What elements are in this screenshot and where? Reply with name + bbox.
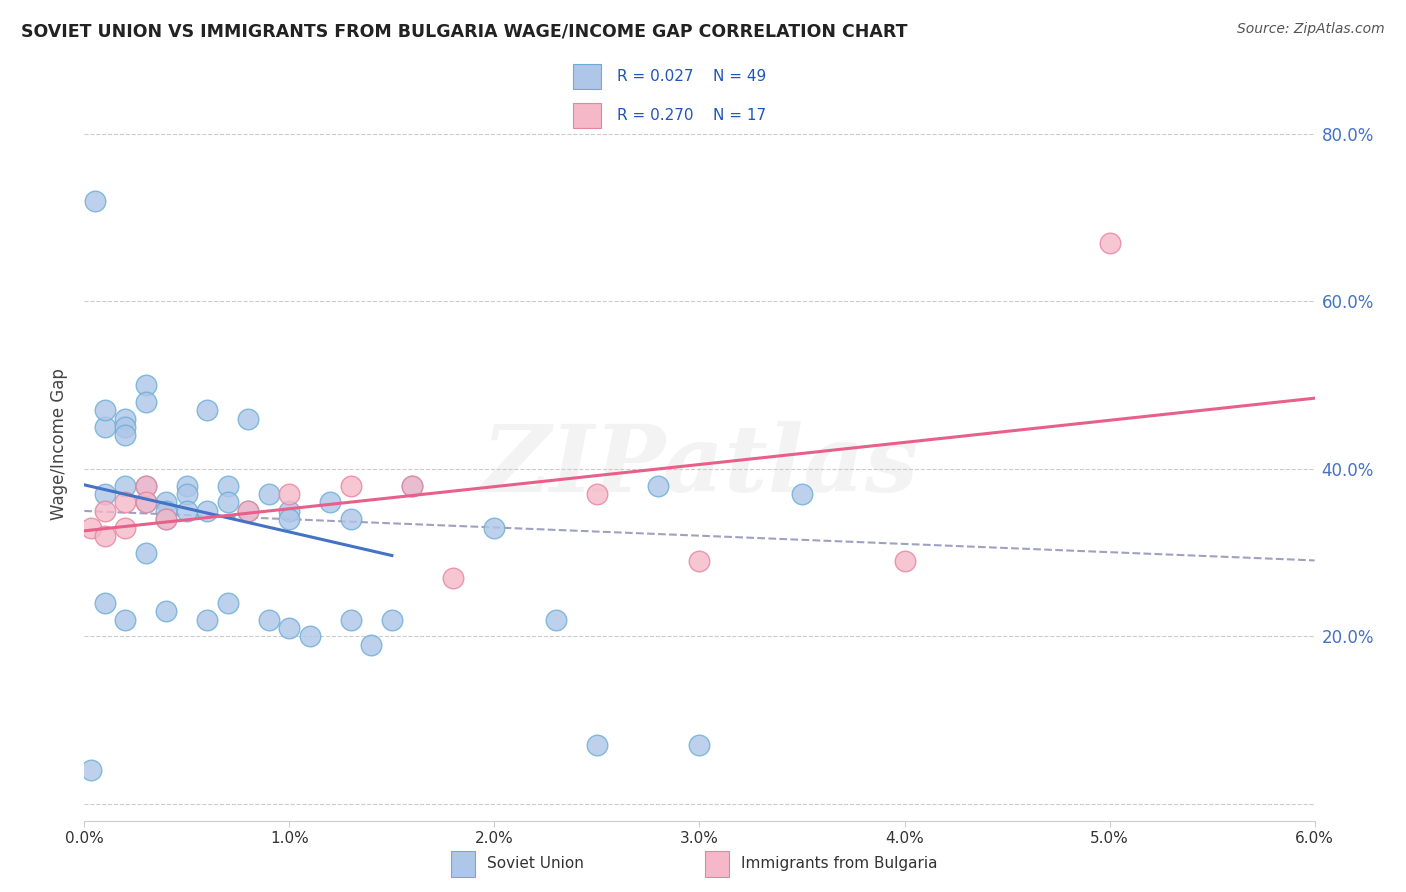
Point (94, 403, 117, 417)
Point (94, 529, 117, 543)
Point (135, 478, 157, 492)
Bar (574, 63, 600, 89)
Point (135, 395, 157, 409)
Point (94, 487, 117, 501)
Y-axis label: Wage/Income Gap: Wage/Income Gap (51, 368, 69, 520)
Text: Immigrants from Bulgaria: Immigrants from Bulgaria (741, 855, 938, 871)
Point (135, 495, 157, 509)
Point (238, 504, 260, 518)
Point (135, 495, 157, 509)
Point (238, 504, 260, 518)
Point (238, 411, 260, 425)
Point (135, 478, 157, 492)
Point (114, 411, 136, 425)
Bar (574, 103, 600, 128)
Point (340, 613, 363, 627)
Text: R = 0.270    N = 17: R = 0.270 N = 17 (617, 108, 766, 123)
Point (443, 571, 465, 585)
Point (155, 604, 177, 618)
Point (114, 495, 136, 509)
Text: Source: ZipAtlas.com: Source: ZipAtlas.com (1237, 22, 1385, 37)
Point (79, 764, 101, 778)
Point (484, 520, 506, 534)
Point (647, 478, 669, 492)
Point (278, 487, 301, 501)
Point (135, 378, 157, 392)
Point (135, 546, 157, 560)
Point (197, 403, 219, 417)
Point (94, 504, 117, 518)
Point (176, 487, 198, 501)
Point (176, 478, 198, 492)
Text: ZIPatlas: ZIPatlas (481, 421, 918, 511)
Point (155, 504, 177, 518)
Point (197, 504, 219, 518)
Point (257, 613, 280, 627)
Point (176, 504, 198, 518)
Point (360, 638, 382, 652)
Point (586, 487, 609, 501)
Point (94, 420, 117, 434)
Text: R = 0.027    N = 49: R = 0.027 N = 49 (617, 69, 766, 84)
Point (298, 629, 321, 643)
Point (257, 487, 280, 501)
Point (544, 613, 567, 627)
Point (217, 596, 239, 610)
Point (893, 554, 915, 568)
Point (155, 512, 177, 526)
Bar (706, 851, 728, 877)
Point (155, 512, 177, 526)
Point (340, 512, 363, 526)
Point (278, 512, 301, 526)
Point (197, 613, 219, 627)
Point (278, 621, 301, 635)
Point (689, 554, 711, 568)
Point (83, 194, 105, 208)
Point (155, 495, 177, 509)
Point (790, 487, 813, 501)
Point (319, 495, 342, 509)
Point (217, 478, 239, 492)
Point (79, 520, 101, 534)
Point (586, 739, 609, 753)
Point (381, 613, 404, 627)
Point (114, 520, 136, 534)
Point (114, 613, 136, 627)
Bar (451, 851, 475, 877)
Point (689, 739, 711, 753)
Point (94, 596, 117, 610)
Text: Soviet Union: Soviet Union (486, 855, 583, 871)
Point (278, 504, 301, 518)
Point (401, 478, 423, 492)
Point (114, 478, 136, 492)
Point (114, 420, 136, 434)
Point (1098, 235, 1121, 250)
Point (340, 478, 363, 492)
Text: SOVIET UNION VS IMMIGRANTS FROM BULGARIA WAGE/INCOME GAP CORRELATION CHART: SOVIET UNION VS IMMIGRANTS FROM BULGARIA… (21, 22, 908, 40)
Point (217, 495, 239, 509)
Point (401, 478, 423, 492)
Point (114, 428, 136, 442)
